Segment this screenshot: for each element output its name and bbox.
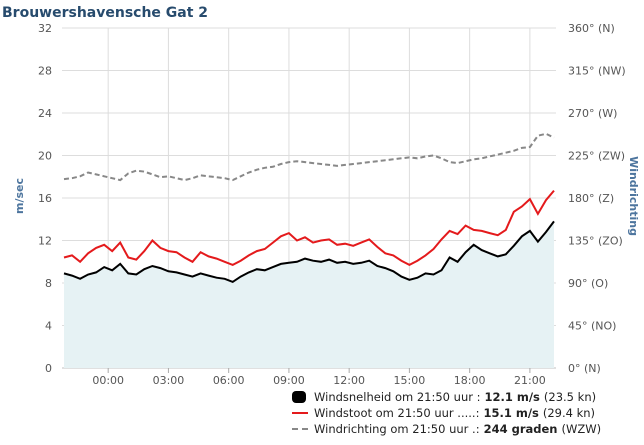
legend-extra: (29.4 kn) xyxy=(542,406,596,420)
windrichting-line xyxy=(63,132,555,182)
series-group xyxy=(63,132,555,368)
y-tick-label-left: 0 xyxy=(45,362,52,375)
x-tick-label: 12:00 xyxy=(333,374,365,387)
y-axis-right-title: Windrichting xyxy=(627,156,640,236)
y-tick-label-right: 180° (Z) xyxy=(568,192,614,205)
y-tick-label-left: 16 xyxy=(38,192,52,205)
x-tick-label: 06:00 xyxy=(213,374,245,387)
y-tick-label-right: 360° (N) xyxy=(568,22,615,35)
y-tick-label-right: 45° (NO) xyxy=(568,320,616,333)
legend-item-windstoot[interactable]: Windstoot om 21:50 uur .....: 15.1 m/s (… xyxy=(292,405,601,421)
legend: Windsnelheid om 21:50 uur : 12.1 m/s (23… xyxy=(292,389,601,437)
legend-item-windrichting[interactable]: Windrichting om 21:50 uur .: 244 graden … xyxy=(292,421,601,437)
x-tick-label: 21:00 xyxy=(514,374,546,387)
legend-label: Windrichting om 21:50 uur .: xyxy=(314,422,480,436)
y-tick-label-left: 12 xyxy=(38,235,52,248)
y-tick-label-left: 8 xyxy=(45,277,52,290)
line-swatch-icon xyxy=(292,412,308,414)
y-tick-label-right: 270° (W) xyxy=(568,107,617,120)
windsnelheid-area xyxy=(64,221,554,368)
y-tick-label-left: 28 xyxy=(38,65,52,78)
y-axis-left-labels: 0 4 8 12 16 20 24 28 32 xyxy=(38,22,52,375)
y-tick-label-right: 315° (NW) xyxy=(568,65,626,78)
legend-extra: (WZW) xyxy=(561,422,602,436)
y-tick-label-left: 32 xyxy=(38,22,52,35)
x-tick-label: 03:00 xyxy=(153,374,185,387)
windsnelheid-line xyxy=(63,220,555,284)
chart-title: Brouwershavensche Gat 2 xyxy=(2,5,208,21)
y-tick-label-left: 20 xyxy=(38,150,52,163)
y-tick-label-right: 90° (O) xyxy=(568,277,608,290)
y-axis-left-title: m/sec xyxy=(13,178,26,214)
y-tick-label-left: 24 xyxy=(38,107,52,120)
legend-value: 12.1 m/s xyxy=(484,390,540,404)
x-tick-label: 00:00 xyxy=(92,374,124,387)
y-tick-label-right: 135° (ZO) xyxy=(568,235,623,248)
x-tick-label: 09:00 xyxy=(273,374,305,387)
legend-item-windsnelheid[interactable]: Windsnelheid om 21:50 uur : 12.1 m/s (23… xyxy=(292,389,601,405)
legend-value: 244 graden xyxy=(483,422,558,436)
y-tick-label-right: 0° (N) xyxy=(568,362,601,375)
legend-extra: (23.5 kn) xyxy=(543,390,597,404)
x-tick-label: 15:00 xyxy=(394,374,426,387)
y-tick-label-left: 4 xyxy=(45,320,52,333)
y-tick-label-right: 225° (ZW) xyxy=(568,150,625,163)
area-swatch-icon xyxy=(292,391,306,403)
y-axis-right-labels: 0° (N) 45° (NO) 90° (O) 135° (ZO) 180° (Z) 22… xyxy=(568,22,626,375)
legend-label: Windstoot om 21:50 uur .....: xyxy=(314,406,480,420)
legend-value: 15.1 m/s xyxy=(483,406,539,420)
dashed-line-swatch-icon xyxy=(292,428,308,430)
x-tick-label: 18:00 xyxy=(454,374,486,387)
legend-label: Windsnelheid om 21:50 uur : xyxy=(314,390,481,404)
x-axis-labels: 00:00 03:00 06:00 09:00 12:00 15:00 18:00 21:00 xyxy=(92,374,545,387)
windstoot-line xyxy=(63,189,555,267)
